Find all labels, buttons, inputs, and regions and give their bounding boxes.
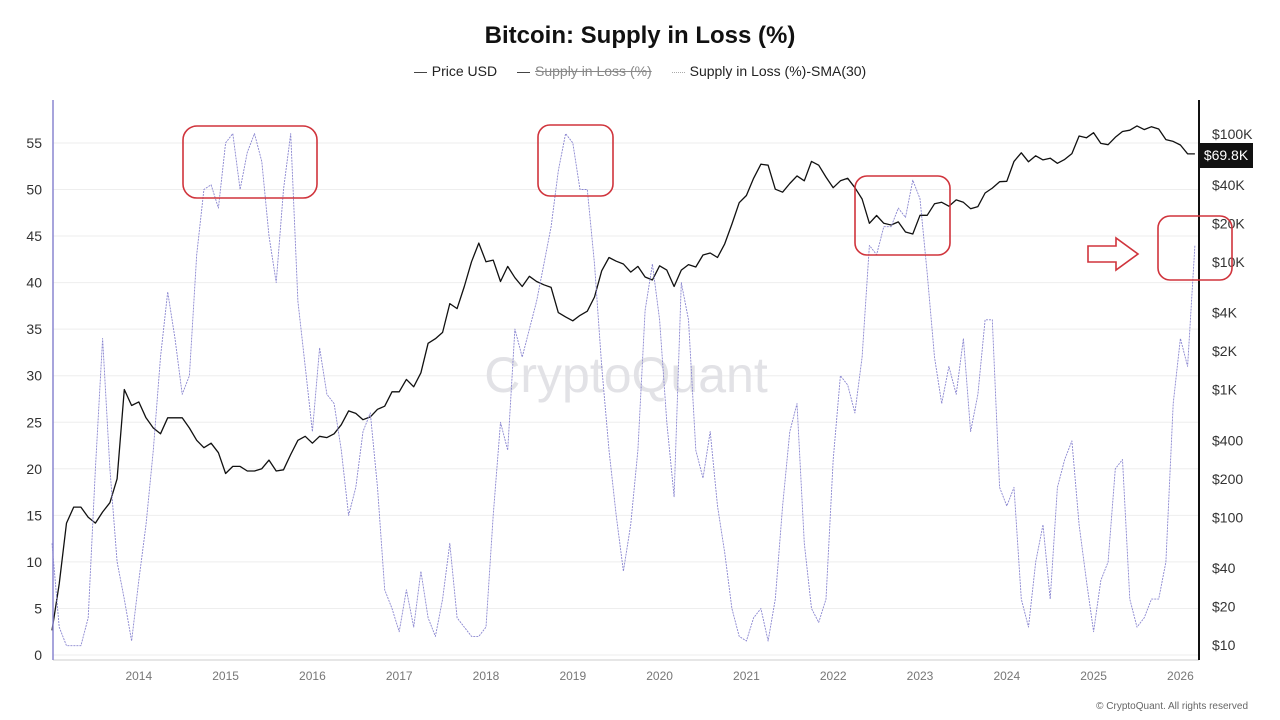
y-right-tick-label: $10	[1212, 637, 1236, 653]
y-left-tick-label: 35	[26, 321, 42, 337]
y-right-tick-label: $1K	[1212, 382, 1238, 398]
y-left-tick-label: 0	[34, 647, 42, 663]
legend-label: Supply in Loss (%)-SMA(30)	[689, 63, 867, 79]
price-usd-line	[51, 125, 1195, 631]
annotation-box	[182, 125, 318, 199]
x-tick-label: 2020	[646, 669, 673, 683]
x-tick-label: 2017	[386, 669, 413, 683]
y-right-tick-label: $20K	[1212, 215, 1245, 231]
annotation-box	[1157, 215, 1233, 281]
y-right-tick-label: $100K	[1212, 126, 1253, 142]
y-left-tick-label: 45	[26, 228, 42, 244]
y-right-tick-label: $40	[1212, 560, 1236, 576]
legend-swatch-icon	[671, 71, 685, 73]
x-tick-label: 2021	[733, 669, 760, 683]
y-right-tick-label: $10K	[1212, 254, 1245, 270]
legend-swatch-icon	[413, 71, 427, 73]
copyright-footer: © CryptoQuant. All rights reserved	[1096, 701, 1248, 712]
arrow-right-icon	[1087, 236, 1140, 272]
y-left-tick-label: 10	[26, 554, 42, 570]
legend-label: Price USD	[431, 63, 498, 79]
y-right-tick-label: $400	[1212, 432, 1243, 448]
annotation-box	[537, 124, 614, 197]
legend-label: Supply in Loss (%)	[535, 63, 652, 79]
legend-item-sma[interactable]: Supply in Loss (%)-SMA(30)	[671, 63, 867, 79]
x-tick-label: 2024	[993, 669, 1020, 683]
y-right-tick-label: $4K	[1212, 305, 1238, 321]
watermark: CryptoQuant	[484, 347, 768, 403]
y-left-tick-label: 55	[26, 135, 42, 151]
y-right-tick-label: $20	[1212, 599, 1236, 615]
y-left-tick-label: 25	[26, 414, 42, 430]
last-price-label: $69.8K	[1199, 143, 1253, 168]
x-tick-label: 2018	[473, 669, 500, 683]
legend-item-supply-in-loss[interactable]: Supply in Loss (%)	[517, 63, 652, 79]
legend-item-price[interactable]: Price USD	[413, 63, 498, 79]
y-left-tick-label: 50	[26, 182, 42, 198]
x-tick-label: 2019	[559, 669, 586, 683]
x-tick-label: 2026	[1167, 669, 1194, 683]
legend: Price USD Supply in Loss (%) Supply in L…	[0, 63, 1280, 79]
supply-in-loss-sma30-line	[51, 133, 1196, 647]
x-tick-label: 2015	[212, 669, 239, 683]
y-left-tick-label: 20	[26, 461, 42, 477]
chart-title: Bitcoin: Supply in Loss (%)	[484, 22, 796, 49]
x-tick-label: 2016	[299, 669, 326, 683]
y-right-tick-label: $200	[1212, 471, 1243, 487]
x-tick-label: 2014	[125, 669, 152, 683]
y-left-tick-label: 30	[26, 368, 42, 384]
x-tick-label: 2022	[820, 669, 847, 683]
legend-swatch-icon	[517, 71, 530, 73]
y-right-tick-label: $2K	[1212, 343, 1238, 359]
x-tick-label: 2025	[1080, 669, 1107, 683]
y-right-tick-label: $40K	[1212, 177, 1245, 193]
y-left-tick-label: 15	[26, 507, 42, 523]
y-left-tick-label: 5	[34, 600, 42, 616]
annotation-box	[854, 175, 951, 256]
y-left-tick-label: 40	[26, 275, 42, 291]
x-tick-label: 2023	[907, 669, 934, 683]
y-right-tick-label: $100	[1212, 509, 1243, 525]
